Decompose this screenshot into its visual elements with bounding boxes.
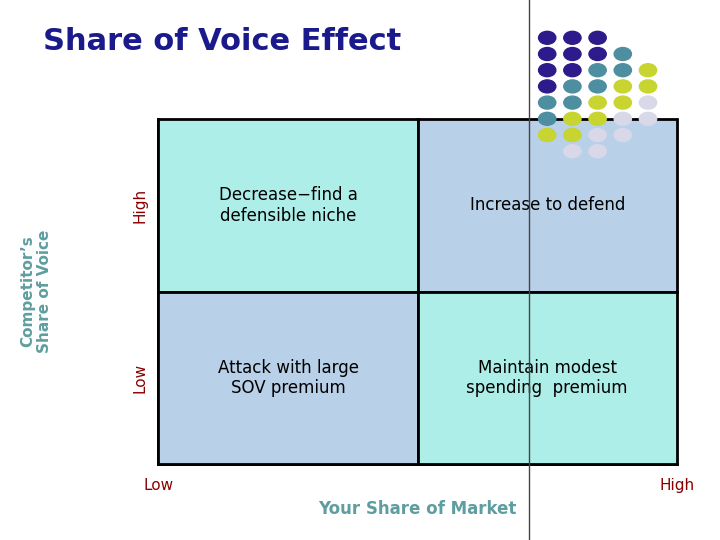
Circle shape	[614, 112, 631, 125]
Circle shape	[614, 48, 631, 60]
Text: Low: Low	[143, 478, 174, 493]
Circle shape	[564, 31, 581, 44]
Circle shape	[539, 129, 556, 141]
Circle shape	[564, 96, 581, 109]
Circle shape	[589, 64, 606, 77]
Circle shape	[589, 112, 606, 125]
Text: Increase to defend: Increase to defend	[469, 196, 625, 214]
Text: High: High	[660, 478, 694, 493]
Text: Competitor’s
Share of Voice: Competitor’s Share of Voice	[19, 230, 53, 353]
FancyBboxPatch shape	[158, 292, 418, 464]
Circle shape	[539, 48, 556, 60]
Text: Attack with large
SOV premium: Attack with large SOV premium	[217, 359, 359, 397]
Circle shape	[614, 80, 631, 93]
Circle shape	[639, 112, 657, 125]
Circle shape	[539, 80, 556, 93]
Text: High: High	[132, 187, 148, 223]
Text: Low: Low	[132, 363, 148, 393]
Circle shape	[564, 145, 581, 158]
Circle shape	[639, 80, 657, 93]
Circle shape	[539, 96, 556, 109]
Circle shape	[614, 64, 631, 77]
Circle shape	[564, 129, 581, 141]
Circle shape	[589, 145, 606, 158]
Text: Maintain modest
spending  premium: Maintain modest spending premium	[467, 359, 628, 397]
Circle shape	[589, 96, 606, 109]
FancyBboxPatch shape	[158, 119, 418, 292]
Circle shape	[564, 64, 581, 77]
Text: Your Share of Market: Your Share of Market	[318, 500, 517, 517]
Circle shape	[614, 129, 631, 141]
Circle shape	[564, 48, 581, 60]
Circle shape	[639, 64, 657, 77]
Circle shape	[589, 48, 606, 60]
Circle shape	[589, 80, 606, 93]
FancyBboxPatch shape	[418, 292, 677, 464]
Text: Share of Voice Effect: Share of Voice Effect	[43, 27, 402, 56]
Circle shape	[589, 129, 606, 141]
Circle shape	[589, 31, 606, 44]
Circle shape	[539, 31, 556, 44]
FancyBboxPatch shape	[418, 119, 677, 292]
Circle shape	[614, 96, 631, 109]
Text: Decrease−find a
defensible niche: Decrease−find a defensible niche	[219, 186, 357, 225]
Circle shape	[539, 112, 556, 125]
Circle shape	[564, 80, 581, 93]
Circle shape	[564, 112, 581, 125]
Circle shape	[539, 64, 556, 77]
Circle shape	[639, 96, 657, 109]
